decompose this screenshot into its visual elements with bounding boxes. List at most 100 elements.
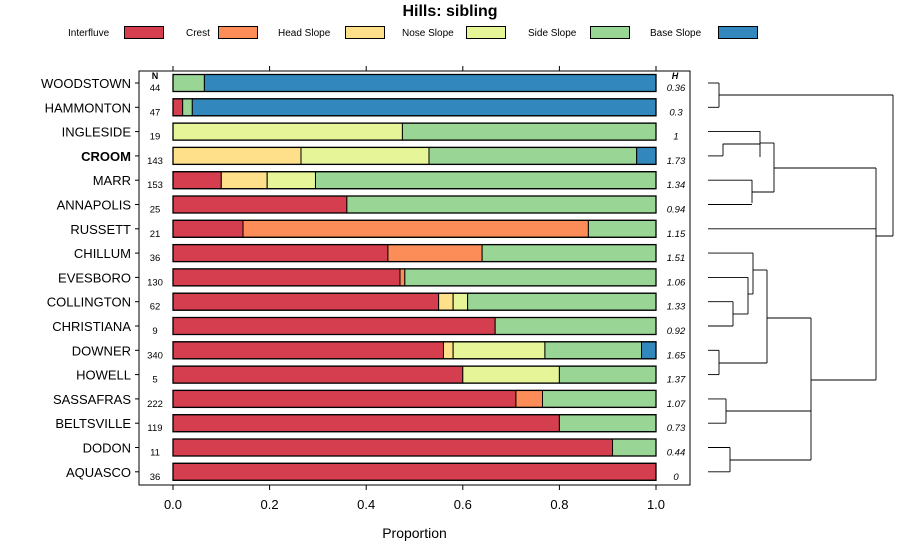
dendrogram — [708, 82, 894, 473]
y-tick-label: CROOM — [81, 149, 131, 164]
bar-outline — [172, 243, 657, 263]
bar-segment-interfluve — [172, 268, 401, 287]
h-value: 0.36 — [667, 83, 686, 94]
bar-segment-nose-slope — [266, 171, 316, 190]
bar-segment-crest — [399, 268, 406, 287]
legend-swatch — [590, 26, 630, 39]
bar-segment-side-slope — [314, 171, 657, 190]
x-tick-label: 0.4 — [357, 497, 375, 512]
h-value: 1.37 — [667, 375, 686, 386]
bar-segment-base-slope — [203, 74, 657, 92]
bar-segment-base-slope — [191, 98, 657, 117]
plot-panel — [138, 70, 691, 486]
bar-segment-interfluve — [172, 462, 657, 481]
n-value: 153 — [147, 180, 163, 191]
bar-segment-interfluve — [172, 414, 560, 433]
x-tick-label: 0.8 — [550, 497, 568, 512]
h-value: 0.44 — [667, 448, 686, 459]
bar-segment-interfluve — [172, 98, 184, 117]
bar-outline — [172, 219, 657, 238]
h-value: 1.06 — [667, 277, 686, 288]
bar-segment-side-slope — [172, 74, 205, 92]
bar-segment-interfluve — [172, 219, 244, 238]
bar-segment-side-slope — [558, 414, 657, 433]
legend-label: Base Slope — [650, 28, 702, 39]
bar-row: WOODSTOWN 44 0.36 — [41, 73, 686, 94]
y-tick-label: CHILLUM — [74, 246, 131, 261]
h-value: 1 — [673, 132, 678, 143]
h-value: 1.73 — [667, 156, 686, 167]
bar-segment-interfluve — [172, 341, 444, 360]
bar-segment-nose-slope — [452, 341, 546, 360]
bar-segment-side-slope — [494, 317, 657, 335]
bar-row: CHRISTIANA 9 0.92 — [52, 316, 686, 337]
n-value: 9 — [152, 326, 157, 337]
y-tick-label: EVESBORO — [58, 270, 131, 285]
bar-row: HOWELL 5 1.37 — [76, 365, 686, 386]
legend-swatch — [124, 26, 164, 39]
legend-label: Crest — [186, 28, 210, 39]
bar-outline — [172, 316, 657, 336]
bar-row: SASSAFRAS 222 1.07 — [53, 389, 686, 410]
bar-segment-interfluve — [172, 171, 222, 190]
bar-segment-side-slope — [467, 292, 657, 311]
bar-outline — [172, 365, 657, 384]
bar-row: AQUASCO 36 0 — [66, 462, 679, 483]
y-tick-label: RUSSETT — [70, 222, 131, 237]
y-tick-label: ANNAPOLIS — [57, 198, 132, 213]
h-value: 0.3 — [669, 107, 683, 118]
h-value: 1.34 — [667, 180, 686, 191]
legend-swatch — [345, 26, 385, 39]
legend-label: Nose Slope — [402, 28, 454, 39]
bar-outline — [172, 341, 657, 360]
bar-row: MARR 153 1.34 — [93, 171, 686, 191]
n-value: 21 — [150, 229, 161, 240]
y-tick-label: INGLESIDE — [62, 125, 132, 140]
y-tick-label: AQUASCO — [66, 465, 131, 480]
bar-row: DODON 11 0.44 — [83, 438, 686, 459]
n-value: 119 — [147, 423, 162, 434]
bar-segment-base-slope — [636, 146, 657, 165]
n-header: N — [152, 71, 159, 81]
x-tick-label: 0.2 — [261, 497, 279, 512]
legend-label: Interfluve — [68, 28, 110, 39]
bar-segment-interfluve — [172, 317, 496, 335]
n-value: 143 — [147, 156, 163, 167]
bar-segment-side-slope — [544, 341, 643, 360]
legend-swatch — [218, 26, 258, 39]
x-tick-label: 0.0 — [164, 497, 182, 512]
bar-row: INGLESIDE 19 1 — [62, 122, 679, 143]
n-value: 36 — [150, 472, 161, 483]
x-tick-label: 1.0 — [647, 497, 665, 512]
legend-label: Side Slope — [528, 28, 577, 39]
bar-segment-interfluve — [172, 389, 517, 408]
bar-row: COLLINGTON 62 1.33 — [47, 292, 686, 313]
h-value: 1.33 — [667, 302, 686, 313]
y-tick-label: DODON — [83, 441, 131, 456]
h-value: 1.51 — [667, 253, 686, 264]
y-tick-label: HOWELL — [76, 368, 131, 383]
y-tick-label: DOWNER — [72, 343, 131, 358]
bar-segment-side-slope — [481, 244, 657, 263]
bar-segment-crest — [515, 389, 543, 408]
bar-segment-interfluve — [172, 244, 389, 263]
bar-row: CROOM 143 1.73 — [81, 146, 686, 167]
bar-segment-nose-slope — [462, 365, 560, 384]
bar-segment-side-slope — [558, 365, 657, 384]
bar-segment-side-slope — [401, 122, 657, 141]
bar-segment-interfluve — [172, 438, 614, 457]
bar-row: EVESBORO 130 1.06 — [58, 268, 686, 288]
bar-segment-interfluve — [172, 195, 348, 214]
bar-outline — [172, 171, 657, 190]
n-value: 62 — [150, 302, 161, 313]
h-value: 0.73 — [667, 423, 686, 434]
y-tick-label: SASSAFRAS — [53, 392, 131, 407]
legend-label: Head Slope — [278, 28, 331, 39]
n-value: 25 — [150, 205, 161, 216]
n-value: 36 — [150, 253, 161, 264]
y-tick-label: HAMMONTON — [45, 100, 131, 115]
bar-segment-crest — [387, 244, 483, 263]
h-value: 1.15 — [667, 229, 686, 240]
bar-row: HAMMONTON 47 0.3 — [45, 98, 683, 118]
h-header: H — [672, 71, 679, 81]
